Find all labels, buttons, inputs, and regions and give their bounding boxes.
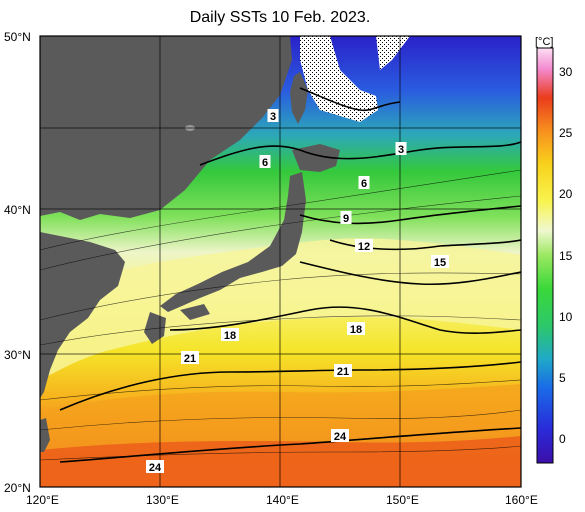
colorbar-tick-10: 10 (559, 309, 573, 324)
contour-label-text: 15 (434, 257, 446, 269)
contour-label: 18 (347, 322, 365, 336)
colorbar-tick-15: 15 (559, 248, 573, 263)
bold-isotherms (59, 87, 521, 463)
colorbar (536, 47, 554, 464)
colorbar-tick-20: 20 (559, 187, 573, 202)
contour-label-text: 21 (337, 366, 349, 378)
lon-label-160e: 160°E (505, 493, 538, 507)
contour-label-text: 24 (149, 462, 162, 474)
colorbar-tick-5: 5 (559, 370, 566, 385)
taiwan (40, 418, 50, 452)
contour-label-text: 3 (270, 111, 276, 123)
contour-label: 24 (331, 429, 349, 443)
lon-label-130e: 130°E (146, 493, 179, 507)
okhotsk-sea-ice (300, 36, 378, 122)
map-title: Daily SSTs 10 Feb. 2023. (189, 9, 371, 26)
lon-label-120e: 120°E (26, 493, 59, 507)
lat-label-20n: 20°N (4, 481, 31, 495)
contour-label: 21 (181, 351, 199, 365)
lat-label-50n: 50°N (4, 30, 31, 44)
contour-label: 15 (431, 255, 449, 269)
contour-label: 21 (334, 364, 352, 378)
lat-label-30n: 30°N (4, 348, 31, 362)
contour-label: 18 (221, 328, 239, 342)
lon-label-140e: 140°E (266, 493, 299, 507)
graticule (40, 36, 521, 487)
lat-label-40n: 40°N (4, 203, 31, 217)
colorbar-tick-25: 25 (559, 126, 573, 141)
colorbar-tick-30: 30 (559, 65, 573, 80)
contour-label-text: 24 (334, 431, 347, 443)
sakhalin (290, 72, 308, 124)
northern-sea-ice (376, 36, 410, 70)
contour-label: 12 (355, 239, 373, 253)
contour-label: 3 (267, 109, 279, 123)
contour-label-text: 3 (398, 144, 404, 156)
contour-labels: 3 3 6 6 9 12 15 18 18 21 21 24 24 (146, 109, 449, 474)
contour-label-text: 9 (343, 213, 349, 225)
contour-label-text: 6 (361, 178, 367, 190)
colorbar-tick-0: 0 (559, 431, 566, 446)
honshu (160, 172, 306, 312)
contour-label-text: 6 (262, 157, 268, 169)
lon-label-150e: 150°E (386, 493, 419, 507)
shikoku (180, 304, 210, 320)
contour-label-text: 18 (350, 324, 362, 336)
contour-label: 24 (146, 460, 164, 474)
contour-label-text: 18 (224, 330, 236, 342)
contour-label: 6 (259, 155, 271, 169)
kyushu (144, 312, 166, 344)
contour-label: 9 (340, 211, 352, 225)
contour-label: 6 (358, 176, 370, 190)
map-frame (39, 35, 522, 488)
contour-label-text: 21 (184, 353, 196, 365)
colorbar-unit: [°C] (535, 36, 554, 48)
korea-china-coast (40, 232, 125, 398)
contour-label: 3 (395, 142, 407, 156)
contour-label-text: 12 (358, 241, 370, 253)
